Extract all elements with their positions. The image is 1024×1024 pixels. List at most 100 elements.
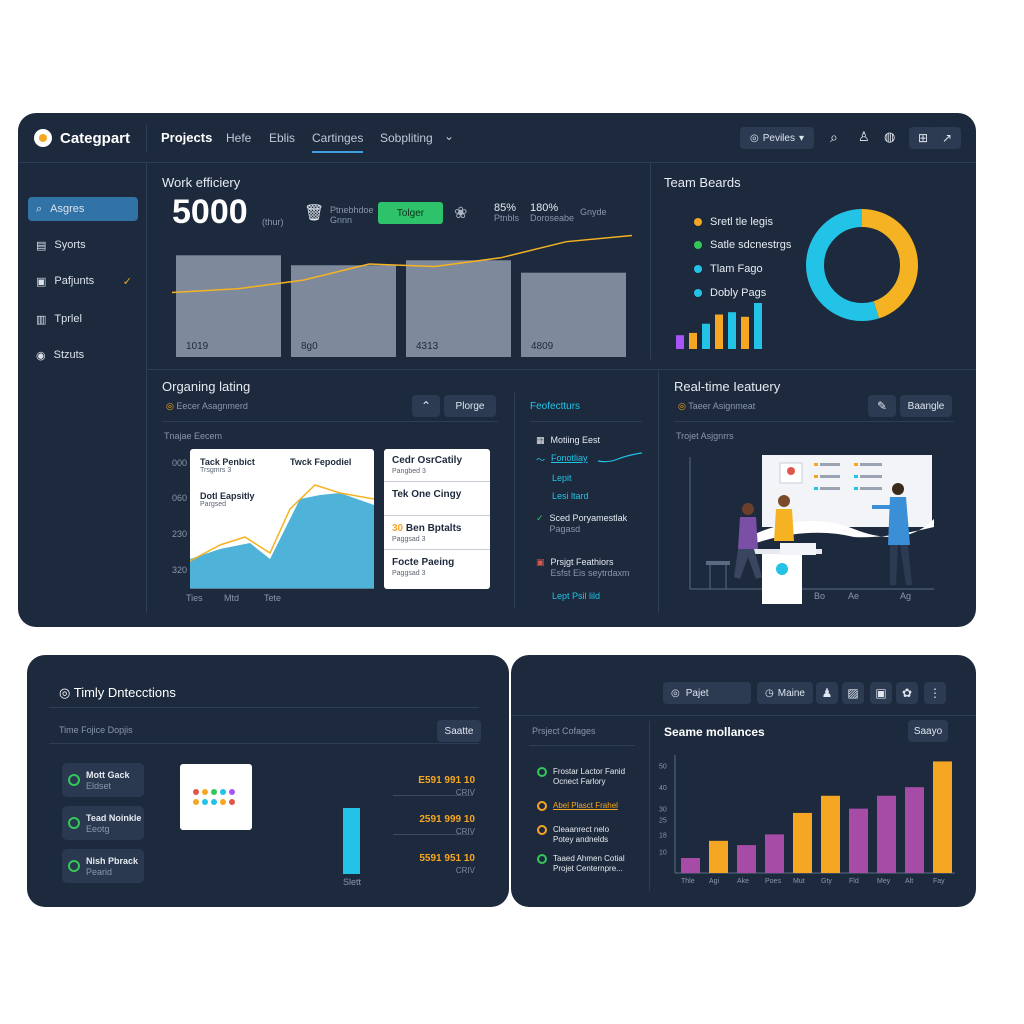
project-change-item[interactable]: Cleaanrect nelo Potey andnelds	[537, 825, 609, 845]
seame-bar	[821, 795, 840, 873]
edit-icon[interactable]: ✎	[868, 395, 896, 417]
project-item[interactable]: ▣ Prsjgt Feathiors Esfst Eis seytrdaxm	[536, 557, 630, 578]
tab-eblis[interactable]: Eblis	[269, 131, 296, 145]
seame-bar	[681, 857, 700, 873]
sidebar-item-asgres[interactable]: ⌕ Asgres	[28, 197, 138, 221]
y-tick: 230	[172, 529, 188, 539]
user-icon[interactable]: ♙	[858, 129, 870, 144]
project-item[interactable]: 〜 Fonotliay	[536, 453, 588, 465]
x-tick-label: Mut	[793, 878, 805, 885]
tab-sobpliting[interactable]: Sobpliting	[380, 131, 433, 145]
image-icon[interactable]: ▨	[842, 682, 864, 704]
project-item[interactable]: Lept Psil lild	[552, 591, 601, 601]
work-bar	[176, 255, 281, 357]
sidebar-item-syorts[interactable]: ▤ Syorts	[36, 239, 86, 252]
x-tick: Bo	[814, 591, 826, 601]
seame-bar	[765, 834, 784, 873]
work-bar	[291, 265, 396, 357]
mini-bar	[715, 314, 723, 349]
project-item[interactable]: Lesi ltard	[552, 491, 589, 501]
task-item[interactable]: 30 Ben Bptalts Paggsad 3	[384, 517, 490, 550]
expand-icon[interactable]: ⌃	[412, 395, 440, 417]
settings-icon[interactable]: ✿	[896, 682, 918, 704]
x-tick-label: Gty	[821, 878, 832, 885]
work-unit: (thur)	[262, 217, 284, 227]
work-bar-label: 8g0	[301, 341, 318, 352]
sidebar-item-tprlel[interactable]: ▥ Tprlel	[36, 313, 82, 326]
trash-icon[interactable]: 🗑	[304, 205, 325, 222]
camera-icon[interactable]: ▣	[870, 682, 892, 704]
team-mini-bars	[676, 303, 762, 349]
user-icon[interactable]: ♟	[816, 682, 838, 704]
y-tick: 320	[172, 565, 188, 575]
donut-slice	[806, 209, 918, 321]
sparkline	[598, 452, 642, 463]
task-card[interactable]: Dotl Eapsitly Pargsed	[200, 491, 255, 508]
tab-cartinges[interactable]: Cartinges	[312, 131, 364, 153]
project-item[interactable]: Lepit	[552, 473, 572, 483]
detection-value-row: E591 991 10 CRIV	[418, 775, 475, 797]
stat-ptnebhdoe: Ptnebhdoe Gnnn	[330, 205, 374, 225]
saayo-button[interactable]: Saayo	[908, 720, 948, 742]
user-icon: ◎	[749, 132, 759, 144]
clock-icon: ◷	[765, 687, 774, 699]
timely-detections-panel: ◎ Timly Dntecctions Time Fojice Dopjis S…	[27, 655, 509, 907]
x-tick: Ae	[848, 591, 860, 601]
project-item[interactable]: ✓ Sced Poryamestlak Pagasd	[536, 513, 628, 534]
legend-item: Sretl tle legis	[694, 216, 773, 228]
task-item[interactable]: Focte Paeing Paggsad 3	[392, 557, 455, 577]
mini-bar	[676, 335, 684, 349]
plorge-button[interactable]: Plorge	[444, 395, 496, 417]
saatte-button[interactable]: Saatte	[437, 720, 481, 742]
baangle-button[interactable]: Baangle	[900, 395, 952, 417]
project-change-item[interactable]: Abel Plasct Frahel	[537, 801, 618, 811]
seame-bar	[905, 787, 924, 873]
group-icon: ❀	[454, 205, 468, 222]
detection-card[interactable]: Mott Gack Eldset	[62, 763, 144, 797]
status-icon: ◉	[36, 349, 46, 362]
detection-value-row: 2591 999 10 CRIV	[419, 814, 475, 836]
seame-title: Seame mollances	[664, 725, 765, 739]
task-header: Twck Fepodiel	[290, 457, 352, 467]
search-icon[interactable]: ⌕	[830, 129, 838, 145]
settings-icon[interactable]: ⊞	[909, 127, 937, 149]
work-big-value: 5000	[172, 193, 248, 231]
check-circle-icon	[68, 860, 80, 872]
sidebar-item-stzuts[interactable]: ◉ Stzuts	[36, 349, 85, 362]
x-tick-label: Alt	[905, 878, 913, 885]
project-change-item[interactable]: Taaed Ahmen Cotial Projet Centernpre...	[537, 854, 625, 874]
mini-bar	[741, 316, 749, 349]
project-change-item[interactable]: Frostar Lactor Fanid Ocnect Farlory	[537, 767, 625, 787]
brand[interactable]: Categpart	[34, 129, 130, 147]
chevron-down-icon: ✓	[122, 275, 132, 288]
detection-value-row: 5591 951 10 CRIV	[419, 853, 475, 875]
seame-bar	[933, 761, 952, 873]
chevron-down-icon[interactable]: ⌄	[444, 129, 455, 143]
x-tick-label: Poes	[765, 878, 781, 885]
sidebar-item-pafjunts[interactable]: ▣ Pafjunts ✓	[36, 275, 132, 288]
tab-hefe[interactable]: Hefe	[226, 131, 252, 145]
team-title: Team Beards	[664, 175, 741, 190]
profile-dropdown[interactable]: ◎ Peviles ▾	[740, 127, 814, 149]
toggle-button[interactable]: Tolger	[378, 202, 443, 224]
people-figures	[734, 483, 912, 585]
stat-gnyde: Gnyde	[580, 207, 607, 217]
trend-icon: 〜	[536, 455, 546, 465]
task-card[interactable]: Tack Penbict Trsgmrs 3	[200, 457, 255, 474]
detection-bar	[343, 807, 360, 874]
work-efficiency-chart: 1019 8g0 4313 4809	[172, 234, 632, 357]
realtime-subtitle: ◎ Taeer Asignmeat	[678, 401, 756, 411]
project-item[interactable]: ▦ Motiing Eest	[536, 435, 601, 445]
arrow-icon[interactable]: ↗	[933, 127, 961, 149]
detection-card[interactable]: Tead Noinkle Eeotg	[62, 806, 144, 840]
detection-card[interactable]: Nish Pbrack Pearid	[62, 849, 144, 883]
project-pill[interactable]: ◎ Pajet	[663, 682, 751, 704]
maine-pill[interactable]: ◷ Maine	[757, 682, 813, 704]
task-item[interactable]: Cedr OsrCatily Pangbed 3	[384, 449, 490, 482]
more-icon[interactable]: ⋮	[924, 682, 946, 704]
calendar-icon: ▦	[536, 435, 545, 445]
task-item[interactable]: Tek One Cingy	[384, 483, 490, 516]
organizing-card: Tack Penbict Trsgmrs 3 Twck Fepodiel Dot…	[190, 449, 374, 589]
tab-projects[interactable]: Projects	[161, 130, 213, 145]
globe-icon[interactable]: ◍	[884, 129, 896, 144]
